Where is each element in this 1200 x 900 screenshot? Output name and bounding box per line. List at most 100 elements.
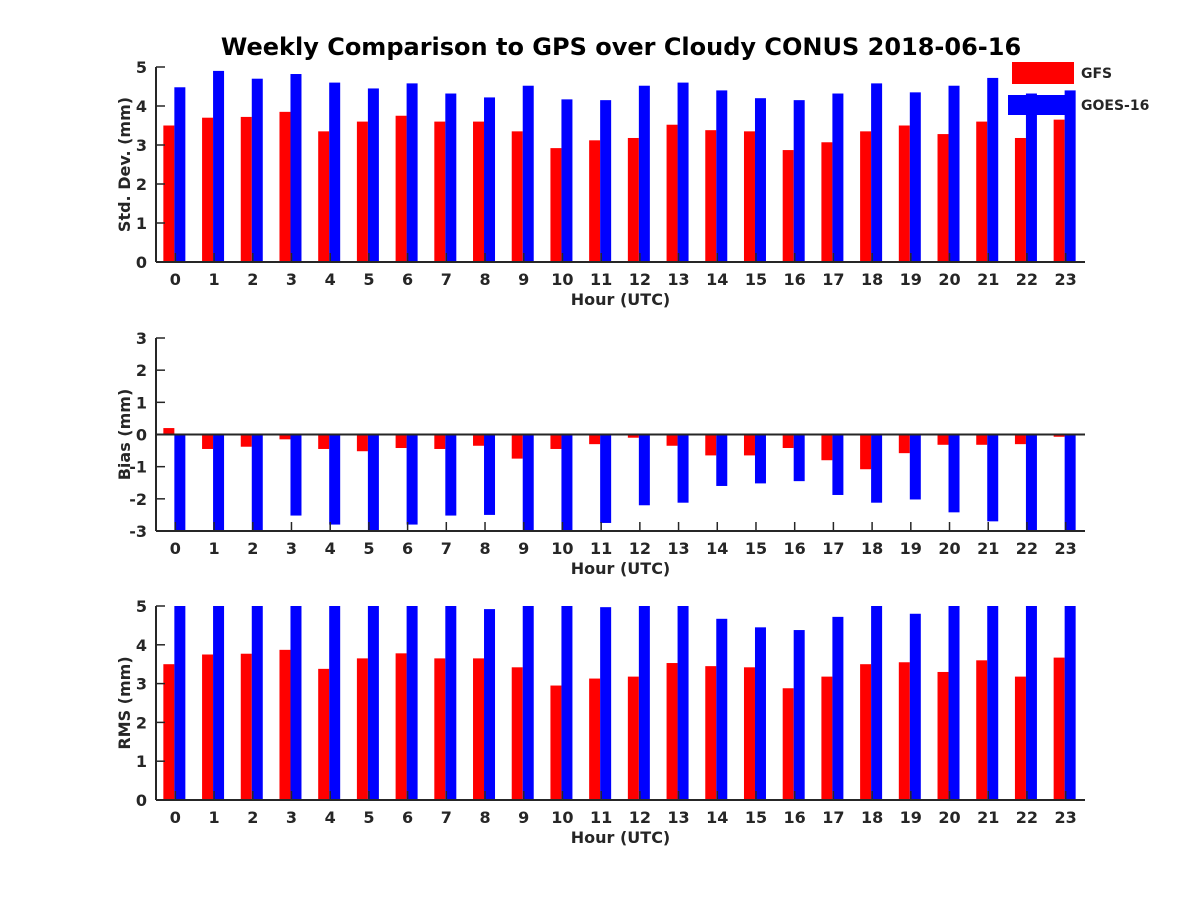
bar-goes-16-13 bbox=[677, 606, 689, 800]
bar-series-goes-16 bbox=[174, 606, 1076, 800]
x-tick-label: 20 bbox=[938, 270, 960, 289]
x-tick-label: 3 bbox=[286, 270, 297, 289]
bar-gfs-10 bbox=[550, 148, 562, 262]
x-tick-label: 11 bbox=[590, 539, 612, 558]
bar-gfs-3 bbox=[279, 649, 291, 800]
x-tick-label: 6 bbox=[402, 270, 413, 289]
y-tick-label: 2 bbox=[136, 361, 147, 380]
x-tick-label: 7 bbox=[441, 539, 452, 558]
y-tick-label: 1 bbox=[136, 752, 147, 771]
bar-goes-16-2 bbox=[251, 78, 263, 262]
bar-gfs-1 bbox=[202, 654, 214, 800]
bar-goes-16-1 bbox=[213, 606, 225, 800]
x-tick-label: 5 bbox=[363, 539, 374, 558]
x-tick-label: 5 bbox=[363, 270, 374, 289]
bar-gfs-2 bbox=[240, 434, 252, 447]
bar-gfs-12 bbox=[627, 434, 639, 438]
bar-gfs-4 bbox=[318, 668, 330, 800]
bar-goes-16-10 bbox=[561, 99, 573, 263]
bar-goes-16-15 bbox=[754, 434, 766, 484]
bar-goes-16-15 bbox=[754, 627, 766, 800]
bar-goes-16-0 bbox=[174, 606, 186, 800]
bar-gfs-16 bbox=[782, 150, 794, 262]
bar-gfs-3 bbox=[279, 111, 291, 262]
x-tick-label: 9 bbox=[518, 808, 529, 827]
bar-goes-16-16 bbox=[793, 434, 805, 482]
x-tick-label: 19 bbox=[900, 270, 922, 289]
bar-goes-16-23 bbox=[1064, 606, 1076, 800]
bar-goes-16-3 bbox=[290, 74, 302, 263]
x-tick-label: 4 bbox=[325, 808, 336, 827]
bar-gfs-23 bbox=[1053, 657, 1065, 800]
y-tick-label: 0 bbox=[136, 253, 147, 272]
x-tick-label: 20 bbox=[938, 808, 960, 827]
y-tick-label: 4 bbox=[136, 97, 147, 116]
bar-gfs-11 bbox=[589, 678, 601, 800]
bar-goes-16-20 bbox=[948, 606, 960, 800]
bar-goes-16-0 bbox=[174, 434, 186, 531]
x-tick-label: 12 bbox=[629, 270, 651, 289]
x-tick-label: 7 bbox=[441, 808, 452, 827]
bar-goes-16-7 bbox=[445, 93, 457, 263]
bar-gfs-8 bbox=[473, 434, 485, 446]
chart-title: Weekly Comparison to GPS over Cloudy CON… bbox=[221, 33, 1021, 61]
bar-gfs-16 bbox=[782, 688, 794, 800]
x-tick-label: 9 bbox=[518, 539, 529, 558]
bar-gfs-1 bbox=[202, 117, 214, 262]
bar-gfs-5 bbox=[356, 658, 368, 800]
bar-goes-16-11 bbox=[600, 607, 612, 800]
x-tick-label: 21 bbox=[977, 808, 999, 827]
bar-goes-16-14 bbox=[716, 434, 728, 486]
bar-series-gfs bbox=[163, 111, 1065, 263]
x-tick-label: 10 bbox=[551, 808, 573, 827]
x-tick-label: 23 bbox=[1055, 539, 1077, 558]
bar-goes-16-13 bbox=[677, 434, 689, 503]
bar-goes-16-8 bbox=[484, 434, 496, 515]
bar-gfs-1 bbox=[202, 434, 214, 449]
bar-goes-16-17 bbox=[832, 434, 844, 495]
x-tick-label: 23 bbox=[1055, 808, 1077, 827]
bar-gfs-3 bbox=[279, 434, 291, 440]
x-tick-label: 16 bbox=[784, 270, 806, 289]
bar-goes-16-8 bbox=[484, 97, 496, 262]
bar-gfs-15 bbox=[743, 131, 755, 262]
bar-gfs-9 bbox=[511, 131, 523, 262]
bar-goes-16-2 bbox=[251, 606, 263, 800]
bar-goes-16-1 bbox=[213, 434, 225, 531]
bar-gfs-19 bbox=[898, 125, 910, 262]
bar-gfs-0 bbox=[163, 125, 175, 262]
y-tick-label: -2 bbox=[129, 490, 147, 509]
x-tick-label: 3 bbox=[286, 808, 297, 827]
y-tick-label: 0 bbox=[136, 426, 147, 445]
bar-series-goes-16 bbox=[174, 434, 1076, 531]
x-tick-label: 21 bbox=[977, 539, 999, 558]
y-tick-label: -3 bbox=[129, 522, 147, 541]
x-tick-label: 14 bbox=[706, 539, 728, 558]
x-tick-label: 5 bbox=[363, 808, 374, 827]
bar-goes-16-21 bbox=[987, 606, 999, 800]
bar-series-gfs bbox=[163, 428, 1065, 470]
x-tick-label: 15 bbox=[745, 808, 767, 827]
bar-gfs-21 bbox=[976, 434, 988, 445]
bar-goes-16-19 bbox=[909, 92, 921, 262]
bar-goes-16-6 bbox=[406, 434, 418, 525]
bar-goes-16-23 bbox=[1064, 90, 1076, 263]
x-tick-label: 15 bbox=[745, 539, 767, 558]
x-axis-label: Hour (UTC) bbox=[571, 290, 671, 309]
x-tick-label: 2 bbox=[247, 539, 258, 558]
y-axis-label: RMS (mm) bbox=[115, 656, 134, 749]
legend: GFS GOES-16 bbox=[1008, 62, 1149, 115]
x-tick-label: 12 bbox=[629, 539, 651, 558]
bar-goes-16-22 bbox=[1025, 606, 1037, 800]
x-tick-label: 10 bbox=[551, 270, 573, 289]
bar-goes-16-19 bbox=[909, 613, 921, 800]
x-tick-label: 19 bbox=[900, 539, 922, 558]
bar-goes-16-18 bbox=[871, 434, 883, 503]
bar-goes-16-21 bbox=[987, 77, 999, 262]
x-tick-label: 17 bbox=[822, 539, 844, 558]
bar-gfs-14 bbox=[705, 434, 717, 456]
x-tick-label: 14 bbox=[706, 808, 728, 827]
bar-gfs-12 bbox=[627, 137, 639, 262]
bar-goes-16-16 bbox=[793, 630, 805, 800]
